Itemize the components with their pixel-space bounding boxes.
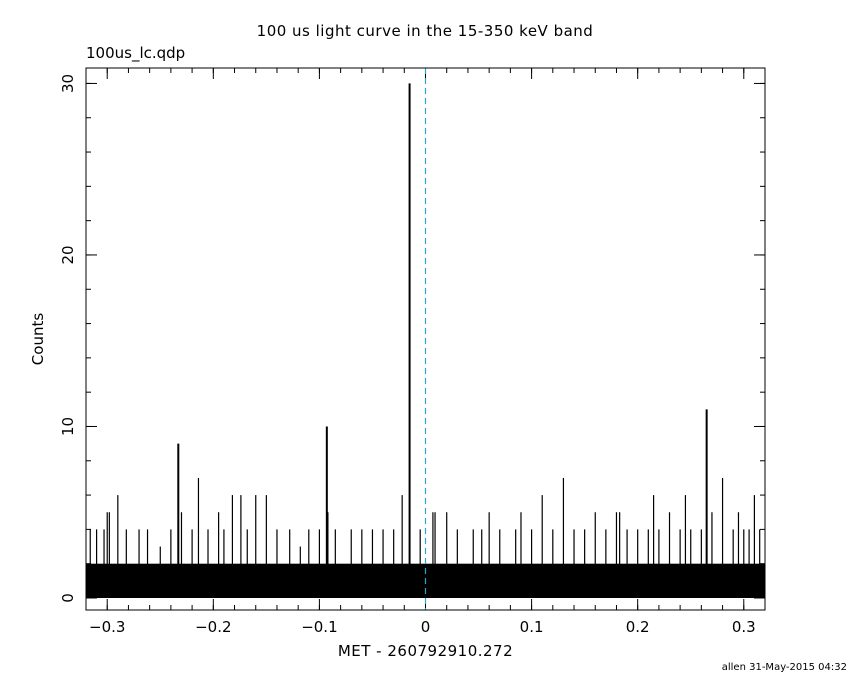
ticks-layer: −0.3 −0.2 −0.1 0 0.1 0.2 0.3 0 10 20 30 — [59, 68, 766, 636]
x-tick-label: 0.1 — [520, 618, 544, 636]
x-tick-label: 0.3 — [732, 618, 756, 636]
x-tick-label: −0.2 — [195, 618, 231, 636]
footer-label: allen 31-May-2015 04:32 — [721, 662, 847, 673]
x-axis-label: MET - 260792910.272 — [338, 642, 513, 660]
y-tick-label: 10 — [59, 417, 77, 436]
plot-frame — [85, 67, 766, 611]
x-tick-label: −0.3 — [89, 618, 125, 636]
file-label: 100us_lc.qdp — [86, 44, 186, 62]
y-tick-label: 20 — [59, 245, 77, 264]
x-tick-label: 0 — [421, 618, 431, 636]
x-tick-label: 0.2 — [626, 618, 650, 636]
y-axis-label: Counts — [29, 313, 47, 366]
x-tick-label: −0.1 — [301, 618, 337, 636]
y-tick-label: 30 — [59, 74, 77, 93]
y-tick-label: 0 — [59, 593, 77, 603]
chart-title: 100 us light curve in the 15-350 keV ban… — [256, 22, 594, 40]
